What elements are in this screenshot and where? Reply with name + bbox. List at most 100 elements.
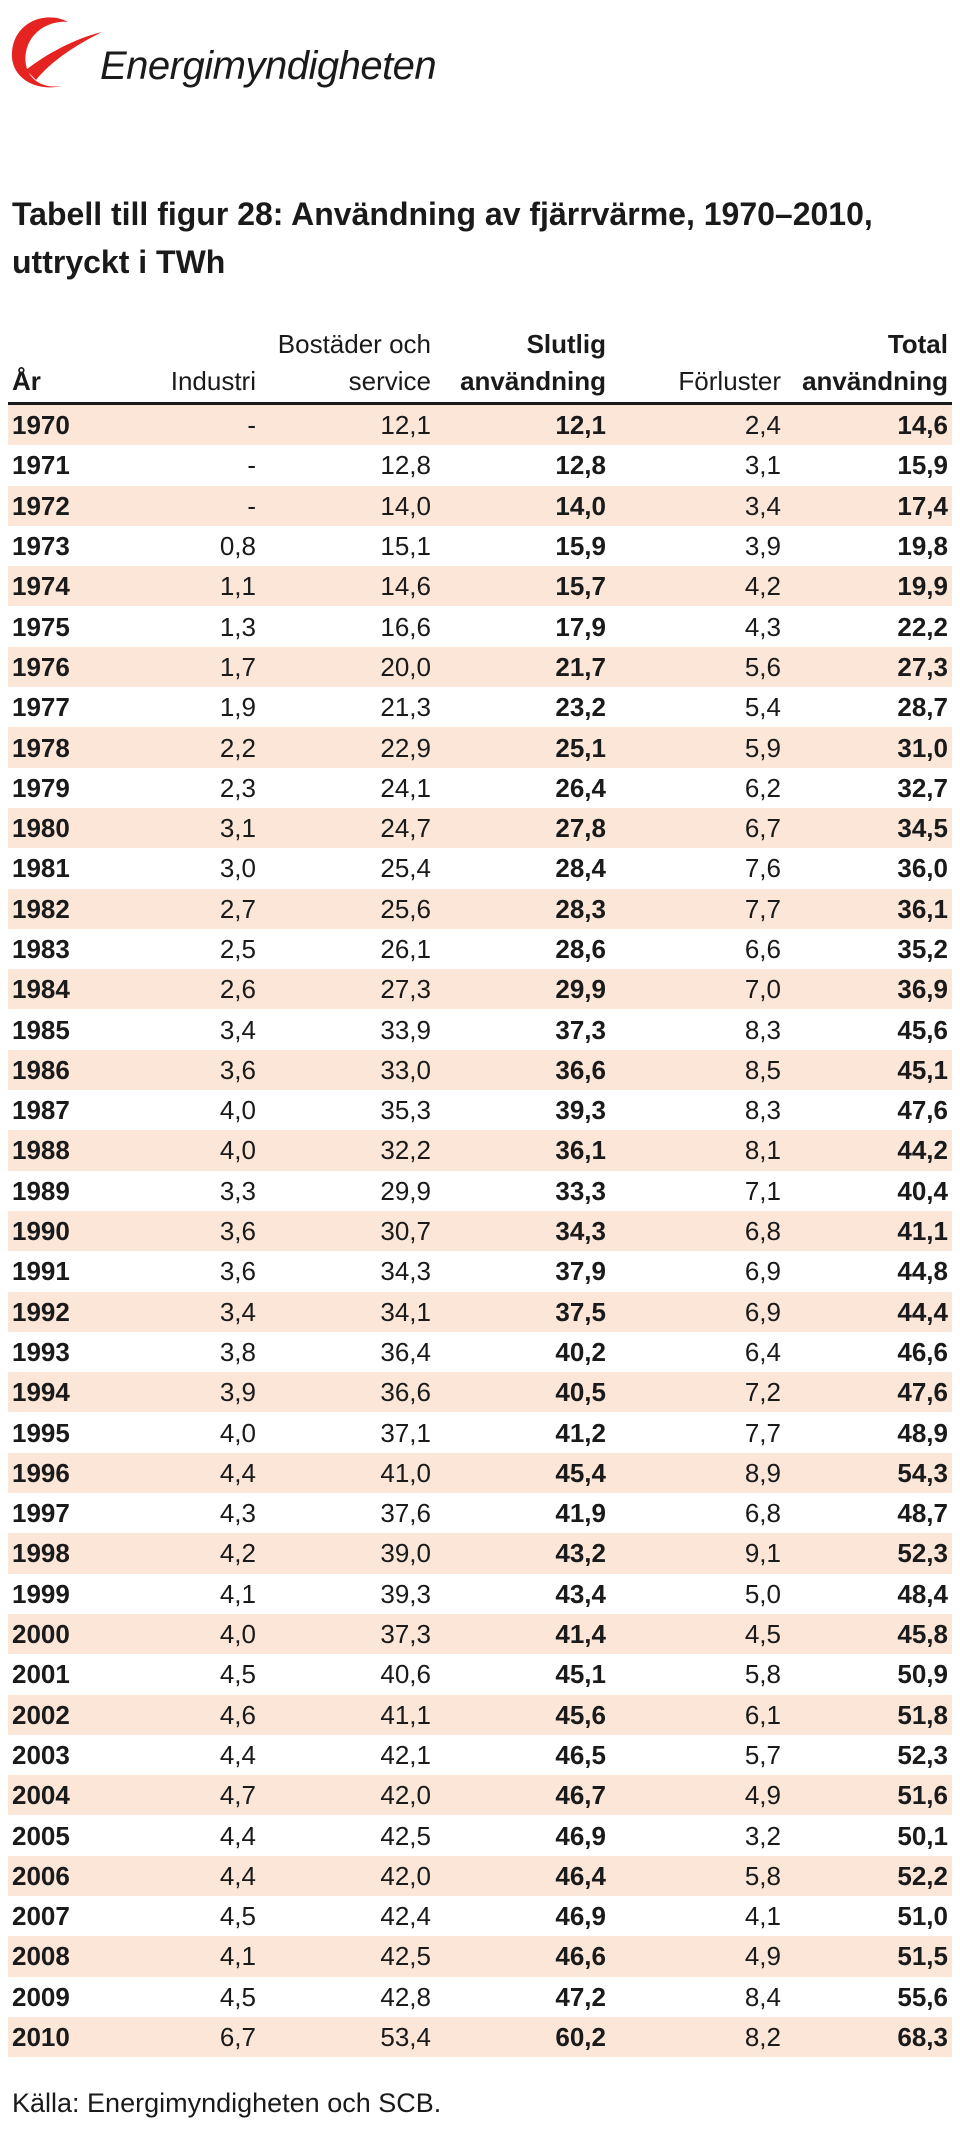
cell-total-anvandning: 51,5 <box>785 1936 952 1977</box>
cell-industri: 2,6 <box>108 969 260 1010</box>
cell-total-anvandning: 51,6 <box>785 1775 952 1816</box>
cell-slutlig-anvandning: 46,4 <box>435 1855 610 1896</box>
table-row: 1983 2,5 26,1 28,6 6,6 35,2 <box>8 928 952 970</box>
cell-total-anvandning: 44,2 <box>785 1130 952 1171</box>
cell-slutlig-anvandning: 21,7 <box>435 646 610 688</box>
cell-industri: 1,7 <box>108 646 260 688</box>
cell-total-anvandning: 28,7 <box>785 687 952 728</box>
cell-bostader-service: 41,1 <box>260 1694 435 1735</box>
table-row: 1996 4,4 41,0 45,4 8,9 54,3 <box>8 1452 952 1494</box>
cell-bostader-service: 12,8 <box>260 445 435 486</box>
cell-total-anvandning: 55,6 <box>785 1976 952 2017</box>
table-row: 1988 4,0 32,2 36,1 8,1 44,2 <box>8 1130 952 1171</box>
table-row: 1985 3,4 33,9 37,3 8,3 45,6 <box>8 1009 952 1050</box>
cell-bostader-service: 37,6 <box>260 1493 435 1534</box>
cell-slutlig-anvandning: 33,3 <box>435 1170 610 1211</box>
cell-slutlig-anvandning: 47,2 <box>435 1976 610 2017</box>
cell-slutlig-anvandning: 36,1 <box>435 1130 610 1171</box>
cell-bostader-service: 53,4 <box>260 2016 435 2058</box>
cell-slutlig-anvandning: 27,8 <box>435 807 610 849</box>
cell-slutlig-anvandning: 28,4 <box>435 848 610 889</box>
cell-forluster: 5,0 <box>610 1573 785 1614</box>
cell-year: 1974 <box>8 566 108 607</box>
cell-forluster: 8,5 <box>610 1049 785 1091</box>
cell-industri: 2,2 <box>108 727 260 768</box>
cell-slutlig-anvandning: 40,5 <box>435 1372 610 1413</box>
cell-year: 2000 <box>8 1613 108 1655</box>
cell-slutlig-anvandning: 29,9 <box>435 969 610 1010</box>
table-row: 1978 2,2 22,9 25,1 5,9 31,0 <box>8 727 952 768</box>
cell-industri: 4,4 <box>108 1815 260 1856</box>
cell-forluster: 5,7 <box>610 1734 785 1776</box>
cell-forluster: 7,2 <box>610 1372 785 1413</box>
cell-slutlig-anvandning: 36,6 <box>435 1049 610 1091</box>
table-row: 1975 1,3 16,6 17,9 4,3 22,2 <box>8 606 952 647</box>
cell-total-anvandning: 36,1 <box>785 888 952 929</box>
cell-year: 2001 <box>8 1654 108 1695</box>
cell-total-anvandning: 47,6 <box>785 1372 952 1413</box>
cell-year: 1981 <box>8 848 108 889</box>
cell-bostader-service: 21,3 <box>260 687 435 728</box>
cell-total-anvandning: 17,4 <box>785 485 952 526</box>
table-row: 1977 1,9 21,3 23,2 5,4 28,7 <box>8 687 952 728</box>
cell-industri: 4,5 <box>108 1895 260 1937</box>
cell-forluster: 6,1 <box>610 1694 785 1735</box>
cell-industri: 3,6 <box>108 1251 260 1292</box>
cell-slutlig-anvandning: 46,5 <box>435 1734 610 1776</box>
cell-total-anvandning: 68,3 <box>785 2016 952 2058</box>
cell-industri: 4,4 <box>108 1734 260 1776</box>
table-row: 1970-12,1 12,1 2,4 14,6 <box>8 403 952 446</box>
table-row: 1990 3,6 30,7 34,3 6,8 41,1 <box>8 1210 952 1252</box>
cell-forluster: 8,4 <box>610 1976 785 2017</box>
cell-forluster: 6,9 <box>610 1251 785 1292</box>
cell-year: 1995 <box>8 1412 108 1453</box>
cell-forluster: 2,4 <box>610 403 785 446</box>
cell-industri: 2,3 <box>108 767 260 808</box>
cell-industri: 1,1 <box>108 566 260 607</box>
cell-forluster: 4,1 <box>610 1895 785 1937</box>
cell-forluster: 8,2 <box>610 2016 785 2058</box>
cell-slutlig-anvandning: 17,9 <box>435 606 610 647</box>
cell-industri: 0,8 <box>108 525 260 567</box>
cell-total-anvandning: 27,3 <box>785 646 952 688</box>
cell-slutlig-anvandning: 12,8 <box>435 445 610 486</box>
cell-total-anvandning: 48,4 <box>785 1573 952 1614</box>
cell-bostader-service: 42,0 <box>260 1775 435 1816</box>
cell-year: 1998 <box>8 1533 108 1574</box>
cell-bostader-service: 20,0 <box>260 646 435 688</box>
cell-bostader-service: 12,1 <box>260 403 435 446</box>
cell-total-anvandning: 36,0 <box>785 848 952 889</box>
cell-industri: 4,1 <box>108 1936 260 1977</box>
cell-forluster: 6,7 <box>610 807 785 849</box>
cell-industri: 4,2 <box>108 1533 260 1574</box>
table-row: 1971-12,8 12,8 3,1 15,9 <box>8 445 952 486</box>
cell-forluster: 5,8 <box>610 1654 785 1695</box>
cell-industri: 3,0 <box>108 848 260 889</box>
cell-year: 1991 <box>8 1251 108 1292</box>
cell-year: 1983 <box>8 928 108 970</box>
cell-industri: 4,0 <box>108 1412 260 1453</box>
cell-total-anvandning: 52,2 <box>785 1855 952 1896</box>
cell-bostader-service: 14,0 <box>260 485 435 526</box>
cell-bostader-service: 27,3 <box>260 969 435 1010</box>
cell-year: 1979 <box>8 767 108 808</box>
cell-industri: 4,4 <box>108 1452 260 1494</box>
table-row: 2003 4,4 42,1 46,5 5,7 52,3 <box>8 1734 952 1776</box>
cell-total-anvandning: 50,1 <box>785 1815 952 1856</box>
cell-forluster: 6,8 <box>610 1210 785 1252</box>
cell-slutlig-anvandning: 25,1 <box>435 727 610 768</box>
cell-bostader-service: 37,1 <box>260 1412 435 1453</box>
district-heating-table: År Industri Bostäder och service Slutlig a… <box>8 318 952 2058</box>
cell-bostader-service: 36,4 <box>260 1331 435 1373</box>
cell-total-anvandning: 45,6 <box>785 1009 952 1050</box>
cell-year: 1970 <box>8 403 108 446</box>
cell-year: 1972 <box>8 485 108 526</box>
cell-forluster: 6,9 <box>610 1291 785 1332</box>
cell-total-anvandning: 50,9 <box>785 1654 952 1695</box>
table-row: 1992 3,4 34,1 37,5 6,9 44,4 <box>8 1291 952 1332</box>
cell-industri: 3,6 <box>108 1049 260 1091</box>
cell-bostader-service: 24,1 <box>260 767 435 808</box>
table-row: 1994 3,9 36,6 40,5 7,2 47,6 <box>8 1372 952 1413</box>
cell-bostader-service: 15,1 <box>260 525 435 567</box>
cell-year: 2008 <box>8 1936 108 1977</box>
